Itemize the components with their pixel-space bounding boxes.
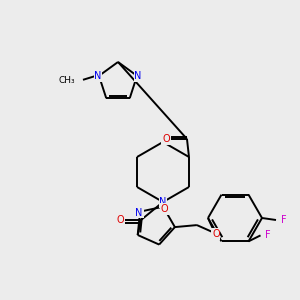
Text: CH₃: CH₃: [58, 76, 75, 85]
Text: O: O: [162, 134, 170, 144]
Text: O: O: [212, 229, 220, 239]
Text: F: F: [281, 215, 286, 225]
Text: N: N: [134, 71, 142, 81]
Text: F: F: [266, 230, 271, 240]
Text: O: O: [116, 215, 124, 225]
Text: O: O: [160, 204, 168, 214]
Text: N: N: [159, 197, 167, 207]
Text: N: N: [94, 71, 102, 81]
Text: N: N: [135, 208, 143, 218]
